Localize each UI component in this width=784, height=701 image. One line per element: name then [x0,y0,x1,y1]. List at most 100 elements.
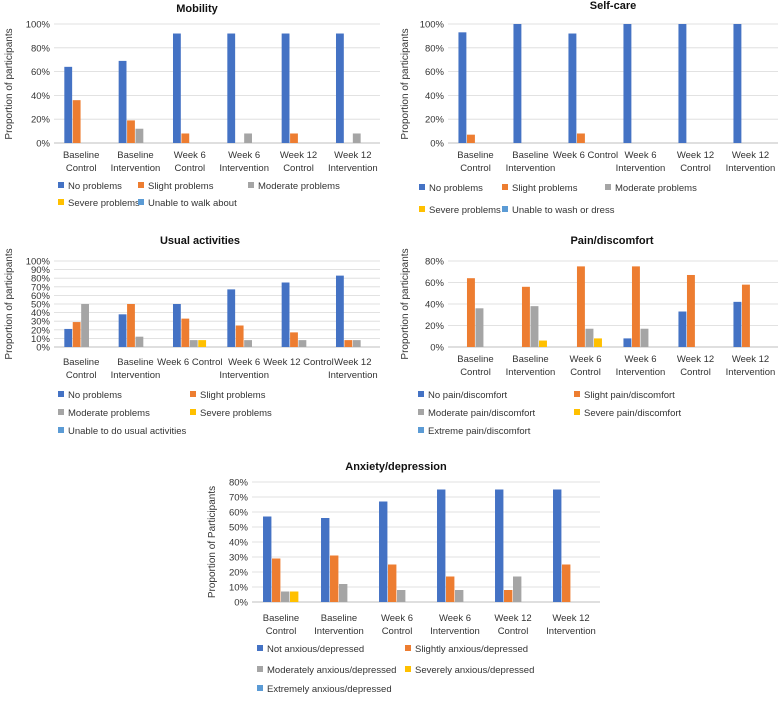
legend-swatch [257,685,263,691]
bar [733,24,742,143]
legend-swatch [58,391,64,397]
x-category-label: Baseline [457,354,493,365]
bar [127,120,135,143]
chart-title: Anxiety/depression [345,461,447,473]
bar [678,311,687,347]
x-category-label: Week 6 [624,354,656,365]
bar [585,328,594,347]
bar [235,325,244,347]
bar [227,289,236,347]
bar [81,304,89,347]
bar [135,336,144,347]
y-tick-label: 40% [229,538,249,549]
legend-swatch [58,182,64,188]
x-category-label: Control [498,626,529,637]
y-tick-label: 80% [425,43,445,54]
x-category-label: Control [175,163,206,174]
bar [272,558,281,602]
chart-title: Mobility [176,3,218,15]
x-category-label: Baseline [117,357,153,368]
bar [513,24,522,143]
bar [495,489,504,602]
y-tick-label: 10% [229,583,249,594]
bar [640,328,649,347]
bar [397,590,406,602]
bar [298,340,307,347]
legend-swatch [58,427,64,433]
legend-entry: Unable to do usual activities [68,426,187,437]
y-tick-label: 100% [26,20,51,31]
chart-title: Self-care [590,0,636,12]
legend-swatch [257,645,263,651]
legend-swatch [418,427,424,433]
bar [321,518,330,602]
legend-entry: Severely anxious/depressed [415,665,534,676]
bar [379,501,388,602]
x-category-label: Intervention [219,163,269,174]
legend-swatch [138,182,144,188]
y-tick-label: 90% [31,265,51,276]
legend-entry: Slightly anxious/depressed [415,644,528,655]
x-category-label: Intervention [506,163,556,174]
bar [335,33,344,143]
x-category-label: Week 12 [732,150,769,161]
x-category-label: Baseline [457,150,493,161]
legend-swatch [190,409,196,415]
bar [118,314,127,347]
x-category-label: Intervention [314,626,364,637]
legend: No pain/discomfort Slight pain/discomfort… [418,390,682,437]
x-category-label: Baseline [117,150,153,161]
x-category-label: Week 12 [677,150,714,161]
x-category-label: Week 12 [552,613,589,624]
y-tick-label: 0% [36,343,50,354]
chart-mobility: Mobility Proportion of participants 0% 20% 4… [4,3,380,209]
y-tick-label: 60% [425,67,445,78]
legend-swatch [405,666,411,672]
bar [135,128,144,143]
y-tick-label: 20% [425,321,445,332]
y-tick-label: 60% [425,278,445,289]
chart-self-care: Self-care Proportion of participants 0% 20%… [400,0,778,216]
legend-swatch [58,409,64,415]
bar [623,338,632,347]
x-category-label: Intervention [616,163,666,174]
x-category-label: Week 12 [280,150,317,161]
x-category-label: Baseline [63,150,99,161]
y-tick-label: 80% [31,274,51,285]
legend-swatch [574,391,580,397]
legend-swatch [418,391,424,397]
legend-entry: Moderate problems [68,408,150,419]
y-tick-label: 80% [425,257,445,268]
bar [330,555,339,602]
x-category-label: Week 12 [334,150,371,161]
bar [733,301,742,347]
bar [741,284,750,347]
y-axis-label: Proportion of participants [400,28,411,139]
x-category-label: Control [283,163,314,174]
bar [562,564,571,602]
legend-entry: Moderate problems [615,183,697,194]
bar [686,274,695,347]
y-tick-label: 80% [31,43,51,54]
x-category-label: Intervention [726,367,776,378]
bar [344,340,353,347]
legend-entry: Severe problems [68,198,140,209]
bar [72,100,81,143]
y-tick-label: 40% [425,300,445,311]
x-category-label: Control [570,367,601,378]
y-tick-label: 50% [229,523,249,534]
legend-swatch [574,409,580,415]
y-axis-label: Proportion of participants [400,248,411,359]
legend-entry: Unable to walk about [148,198,237,209]
legend-entry: Not anxious/depressed [267,644,364,655]
legend: Not anxious/depressed Slightly anxious/de… [257,644,534,695]
x-category-label: Week 12 [494,613,531,624]
legend-entry: No problems [429,183,483,194]
legend-swatch [605,184,611,190]
bar [446,576,455,602]
x-category-label: Baseline [63,357,99,368]
bar [466,134,475,143]
bar [198,340,207,347]
bar [244,340,252,347]
